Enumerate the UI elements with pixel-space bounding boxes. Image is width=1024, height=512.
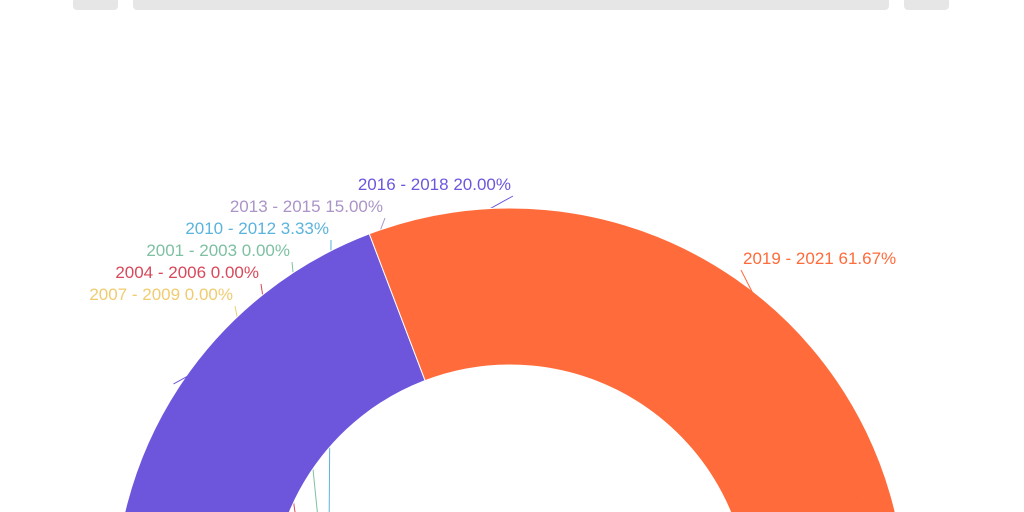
slice-category: 2004 - 2006 bbox=[115, 263, 206, 282]
slice-value: 3.33% bbox=[281, 219, 329, 238]
slice-category: 2007 - 2009 bbox=[89, 285, 180, 304]
slice-value: 61.67% bbox=[838, 249, 896, 268]
slice-label: 2013 - 2015 15.00% bbox=[230, 197, 383, 216]
slice-label: 2019 - 2021 61.67% bbox=[743, 249, 896, 268]
slice-category: 2010 - 2012 bbox=[185, 219, 276, 238]
slice-value: 15.00% bbox=[325, 197, 383, 216]
slice-value: 0.00% bbox=[211, 263, 259, 282]
slice-value: 20.00% bbox=[453, 175, 511, 194]
slice-label: 2016 - 2018 20.00% bbox=[358, 175, 511, 194]
toolbar-button[interactable] bbox=[904, 0, 949, 10]
toolbar-field[interactable] bbox=[133, 0, 889, 10]
slice-category: 2001 - 2003 bbox=[146, 241, 237, 260]
slice-category: 2016 - 2018 bbox=[358, 175, 449, 194]
slice-category: 2019 - 2021 bbox=[743, 249, 834, 268]
donut-slice bbox=[124, 233, 426, 512]
leader-line bbox=[740, 269, 865, 512]
slice-value: 0.00% bbox=[185, 285, 233, 304]
slice-label: 2007 - 2009 0.00% bbox=[89, 285, 233, 304]
donut-slice bbox=[368, 207, 896, 512]
toolbar-button[interactable] bbox=[73, 0, 118, 10]
slice-category: 2013 - 2015 bbox=[230, 197, 321, 216]
slice-label: 2001 - 2003 0.00% bbox=[146, 241, 290, 260]
slice-value: 0.00% bbox=[242, 241, 290, 260]
slice-label: 2004 - 2006 0.00% bbox=[115, 263, 259, 282]
slice-label: 2010 - 2012 3.33% bbox=[185, 219, 329, 238]
